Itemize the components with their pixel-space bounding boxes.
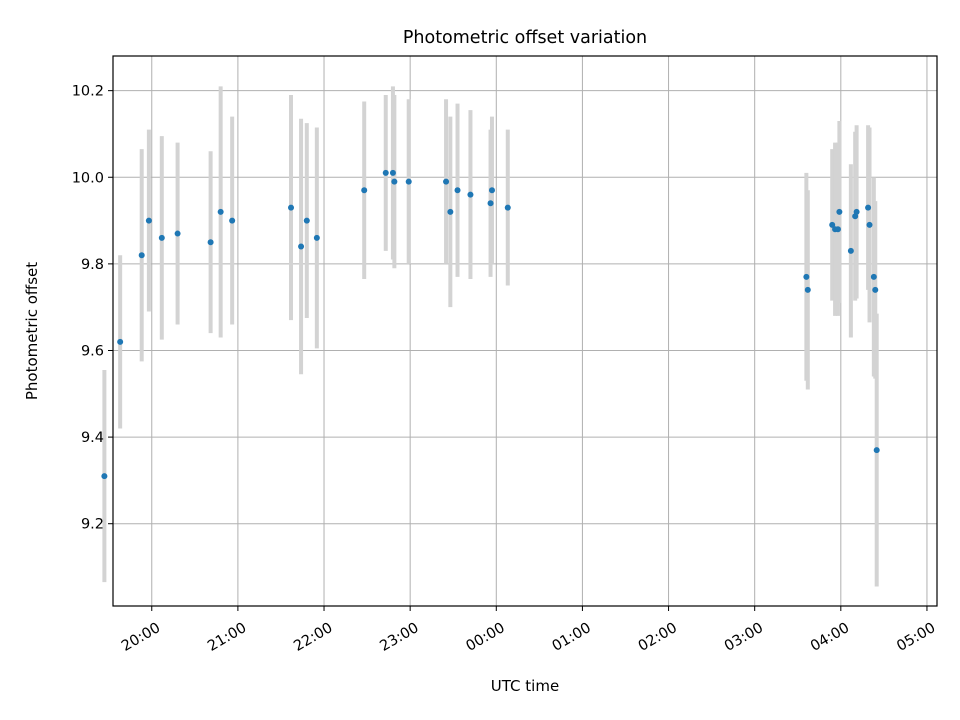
data-point	[803, 273, 810, 280]
grid-lines	[113, 56, 937, 606]
data-point	[361, 187, 368, 194]
data-point	[405, 178, 412, 185]
y-tick-label: 10.0	[72, 170, 104, 186]
data-points	[101, 169, 880, 480]
data-point	[870, 273, 877, 280]
data-point	[834, 226, 841, 233]
data-point	[829, 221, 836, 228]
data-point	[504, 204, 511, 211]
y-tick-label: 9.8	[81, 257, 104, 273]
data-point	[101, 473, 108, 480]
data-point	[447, 208, 454, 215]
y-tick-label: 9.2	[81, 517, 104, 533]
data-point	[391, 178, 398, 185]
data-point	[158, 234, 165, 241]
y-tick-label: 9.6	[81, 343, 104, 359]
data-point	[207, 239, 214, 246]
plot-area-frame	[112, 55, 938, 607]
data-point	[303, 217, 310, 224]
y-tick-label: 9.4	[81, 430, 104, 446]
data-point	[487, 200, 494, 207]
data-point	[174, 230, 181, 237]
y-axis-title: Photometric offset	[23, 262, 41, 400]
data-point	[443, 178, 450, 185]
data-point	[865, 204, 872, 211]
y-tick-label: 10.2	[72, 84, 104, 100]
y-axis-ticks: 9.2 9.4 9.6 9.8 10.0 10.2	[72, 84, 113, 533]
data-point	[229, 217, 236, 224]
data-point	[454, 187, 461, 194]
data-point	[389, 169, 396, 176]
data-point	[313, 234, 320, 241]
data-point	[853, 208, 860, 215]
data-point	[488, 187, 495, 194]
data-point	[117, 338, 124, 345]
data-point	[145, 217, 152, 224]
x-axis-title: UTC time	[491, 677, 559, 695]
data-point	[217, 208, 224, 215]
data-point	[836, 208, 843, 215]
data-point	[138, 252, 145, 259]
data-point	[873, 447, 880, 454]
data-point	[872, 286, 879, 293]
data-point	[382, 169, 389, 176]
data-point	[288, 204, 295, 211]
chart-title: Photometric offset variation	[403, 28, 647, 48]
data-point	[298, 243, 305, 250]
data-point	[847, 247, 854, 254]
data-point	[804, 286, 811, 293]
data-point	[467, 191, 474, 198]
data-point	[866, 221, 873, 228]
